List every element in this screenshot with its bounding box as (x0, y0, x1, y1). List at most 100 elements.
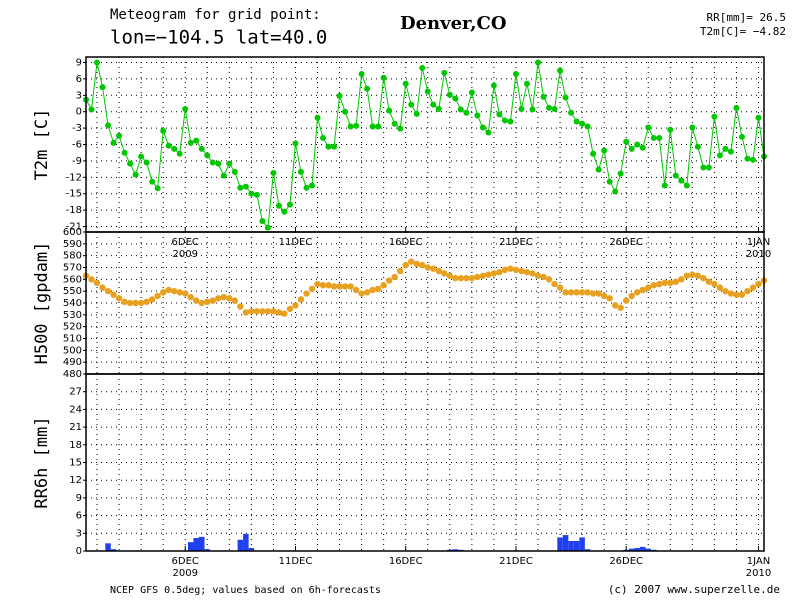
temperature-point (435, 105, 442, 112)
geopotential-point (336, 283, 343, 290)
temperature-point (364, 85, 371, 92)
temperature-point (154, 185, 161, 192)
x-tick-year: 2010 (746, 568, 771, 579)
temperature-point (380, 74, 387, 81)
temperature-point (402, 80, 409, 87)
temperature-point (672, 172, 679, 179)
y-tick-label: -3 (72, 123, 82, 134)
footer-left: NCEP GFS 0.5deg; values based on 6h-fore… (110, 585, 381, 596)
geopotential-point (237, 303, 244, 310)
temperature-point (523, 80, 530, 87)
y-tick-label: 0 (76, 107, 82, 118)
geopotential-point (215, 295, 222, 302)
temperature-point (424, 88, 431, 95)
temperature-point (204, 152, 211, 159)
precip-bar (187, 542, 194, 551)
temperature-point (590, 150, 597, 157)
geopotential-point (749, 284, 757, 291)
precip-bar (562, 535, 569, 551)
y-axis-label: H500 [gpdam] (32, 242, 52, 365)
geopotential-point (115, 295, 123, 302)
geopotential-point (99, 284, 106, 291)
temperature-point (479, 124, 486, 131)
temperature-point (353, 122, 360, 129)
precip-bar (105, 543, 111, 551)
temperature-point (386, 107, 393, 114)
geopotential-point (578, 289, 586, 296)
y-tick-label: 550 (63, 286, 82, 297)
geopotential-point (93, 279, 101, 287)
geopotential-point (518, 267, 525, 275)
temperature-point (623, 138, 630, 145)
geopotential-point (270, 308, 277, 315)
geopotential-point (490, 270, 498, 277)
geopotential-point (220, 293, 228, 301)
geopotential-point (104, 287, 112, 295)
geopotential-point (501, 266, 509, 274)
temperature-point (121, 149, 128, 156)
geopotential-point (468, 274, 476, 282)
precip-bar (557, 537, 563, 551)
geopotential-point (198, 299, 205, 307)
geopotential-point (678, 276, 685, 283)
geopotential-point (562, 289, 569, 296)
precip-bar (573, 540, 580, 551)
geopotential-point (738, 291, 746, 298)
geopotential-point (419, 261, 426, 269)
geopotential-point (264, 308, 272, 315)
geopotential-point (204, 298, 211, 306)
geopotential-point (611, 302, 619, 309)
geopotential-point (645, 284, 652, 291)
x-tick-label: 6DEC (172, 556, 199, 567)
geopotential-point (408, 258, 415, 265)
temperature-point (143, 159, 150, 166)
geopotential-point (551, 280, 558, 288)
temperature-point (408, 101, 415, 108)
geopotential-point (396, 267, 404, 275)
geopotential-point (512, 266, 520, 274)
x-tick-label: 1JAN (747, 556, 770, 567)
temperature-point (452, 95, 459, 102)
x-tick-label: 26DEC (609, 556, 643, 567)
y-axis-label: RR6h [mm] (32, 416, 52, 508)
geopotential-point (308, 285, 316, 292)
geopotential-point (148, 296, 156, 303)
geopotential-point (622, 297, 630, 304)
temperature-point (678, 177, 685, 184)
y-tick-label: 580 (63, 251, 82, 262)
temperature-point (88, 106, 95, 113)
geopotential-point (589, 290, 597, 297)
geopotential-point (727, 290, 735, 297)
temperature-point (457, 106, 464, 113)
geopotential-point (606, 295, 613, 302)
geopotential-point (567, 289, 575, 296)
y-tick-label: 3 (76, 90, 82, 101)
geopotential-point (711, 280, 718, 288)
temperature-point (540, 93, 547, 100)
temperature-point (738, 133, 745, 140)
geopotential-point (628, 292, 635, 300)
temperature-point (331, 143, 338, 150)
y-tick-label: 12 (69, 475, 82, 486)
y-tick-label: -12 (66, 172, 82, 183)
geopotential-point (297, 296, 305, 303)
geopotential-point (584, 289, 591, 296)
geopotential-point (286, 305, 294, 313)
y-tick-label: 570 (63, 263, 82, 274)
temperature-point (110, 139, 117, 146)
geopotential-point (303, 290, 310, 297)
temperature-point (546, 104, 553, 111)
temperature-point (292, 140, 299, 147)
temperature-point (325, 143, 332, 150)
y-tick-label: 18 (69, 440, 82, 451)
geopotential-point (319, 282, 327, 289)
title-line2: lon=−104.5 lat=40.0 (110, 27, 327, 49)
temperature-point (242, 183, 249, 190)
geopotential-point (496, 269, 503, 276)
geopotential-point (600, 292, 608, 300)
temperature-point (149, 178, 156, 185)
temperature-point (231, 168, 238, 175)
temperature-point (397, 125, 404, 132)
temperature-point (248, 190, 255, 197)
